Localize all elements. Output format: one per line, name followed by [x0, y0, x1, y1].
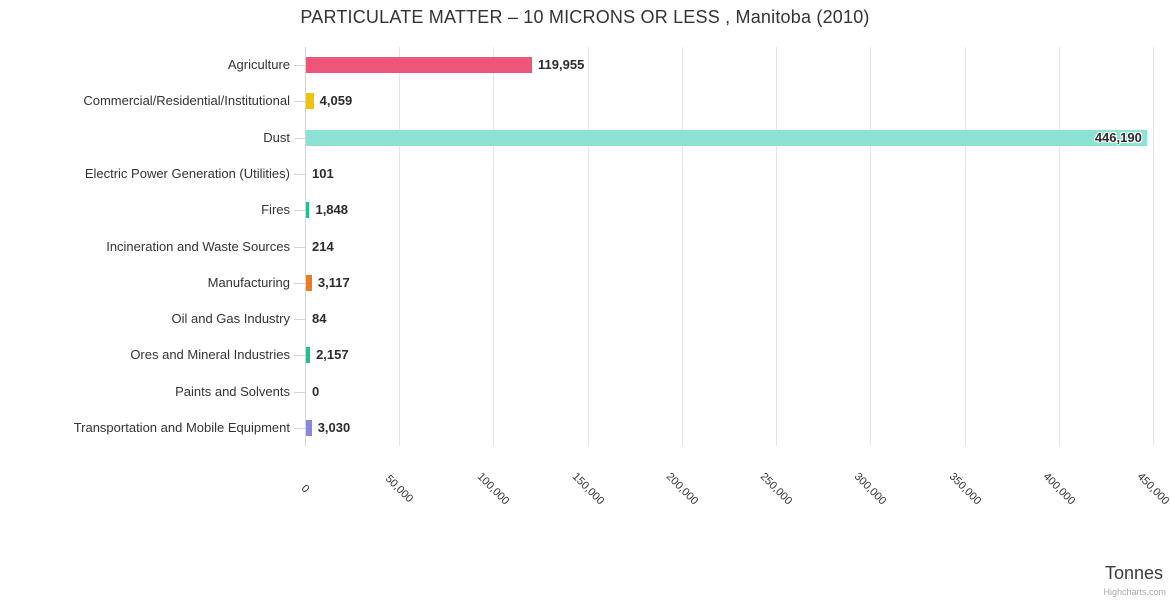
x-tick-label: 250,000 — [757, 470, 795, 508]
x-tick-label: 100,000 — [475, 470, 512, 508]
category-label: Ores and Mineral Industries — [130, 347, 290, 363]
category-tick — [294, 282, 305, 284]
plot-area — [305, 47, 1155, 446]
gridline — [681, 47, 683, 446]
category-tick — [294, 319, 305, 321]
value-label: 0 — [312, 383, 320, 399]
category-label: Oil and Gas Industry — [171, 311, 291, 327]
x-tick-label: 150,000 — [569, 470, 606, 508]
value-label: 119,955 — [538, 57, 585, 73]
category-tick — [294, 101, 305, 103]
gridline — [399, 47, 401, 446]
category-tick — [294, 210, 305, 212]
value-label: 446,190 — [1094, 129, 1142, 145]
chart-title: PARTICULATE MATTER – 10 MICRONS OR LESS … — [300, 7, 870, 27]
value-label: 3,117 — [317, 274, 350, 290]
category-label: Incineration and Waste Sources — [106, 238, 290, 254]
gridline — [587, 47, 589, 446]
gridline — [1153, 47, 1154, 446]
value-label: 101 — [312, 165, 334, 181]
bar-agriculture[interactable] — [306, 57, 532, 74]
category-tick — [294, 355, 305, 357]
highcharts-credit[interactable]: Highcharts.com — [1103, 587, 1166, 597]
category-label: Manufacturing — [207, 274, 290, 290]
x-tick-label: 350,000 — [946, 470, 983, 508]
gridline — [964, 47, 966, 446]
bar-fires[interactable] — [306, 202, 309, 219]
x-tick-label: 450,000 — [1134, 470, 1170, 508]
bar-commercial-residential-institutional[interactable] — [306, 93, 314, 110]
value-label: 214 — [312, 238, 334, 254]
value-label: 1,848 — [315, 202, 349, 218]
x-tick-label: 400,000 — [1040, 470, 1078, 508]
value-label: 3,030 — [317, 419, 351, 435]
gridline — [493, 47, 495, 446]
x-axis-title: Tonnes — [1104, 563, 1163, 583]
category-label: Paints and Solvents — [175, 383, 290, 399]
category-label: Commercial/Residential/Institutional — [83, 93, 290, 109]
category-label: Dust — [263, 129, 290, 145]
gridline — [1058, 47, 1060, 446]
category-tick — [294, 137, 305, 139]
category-tick — [294, 427, 305, 429]
gridline — [870, 47, 872, 446]
category-label: Transportation and Mobile Equipment — [73, 419, 290, 435]
category-tick — [294, 391, 305, 393]
category-label: Electric Power Generation (Utilities) — [84, 165, 290, 181]
bar-transportation-and-mobile-equipment[interactable] — [306, 419, 312, 436]
value-label: 4,059 — [319, 93, 353, 109]
category-label: Agriculture — [227, 57, 290, 73]
category-label: Fires — [261, 202, 290, 218]
value-label: 84 — [312, 311, 327, 327]
x-tick-label: 300,000 — [852, 470, 889, 508]
bar-ores-and-mineral-industries[interactable] — [306, 347, 310, 364]
value-label: 2,157 — [316, 347, 349, 363]
bar-manufacturing[interactable] — [306, 274, 312, 291]
x-tick-label: 50,000 — [383, 472, 416, 506]
category-tick — [294, 173, 305, 175]
bar-dust[interactable] — [306, 129, 1147, 146]
category-tick — [294, 65, 305, 67]
x-tick-label: 0 — [298, 482, 312, 496]
category-tick — [294, 246, 305, 248]
x-tick-label: 200,000 — [663, 470, 701, 508]
gridline — [776, 47, 778, 446]
